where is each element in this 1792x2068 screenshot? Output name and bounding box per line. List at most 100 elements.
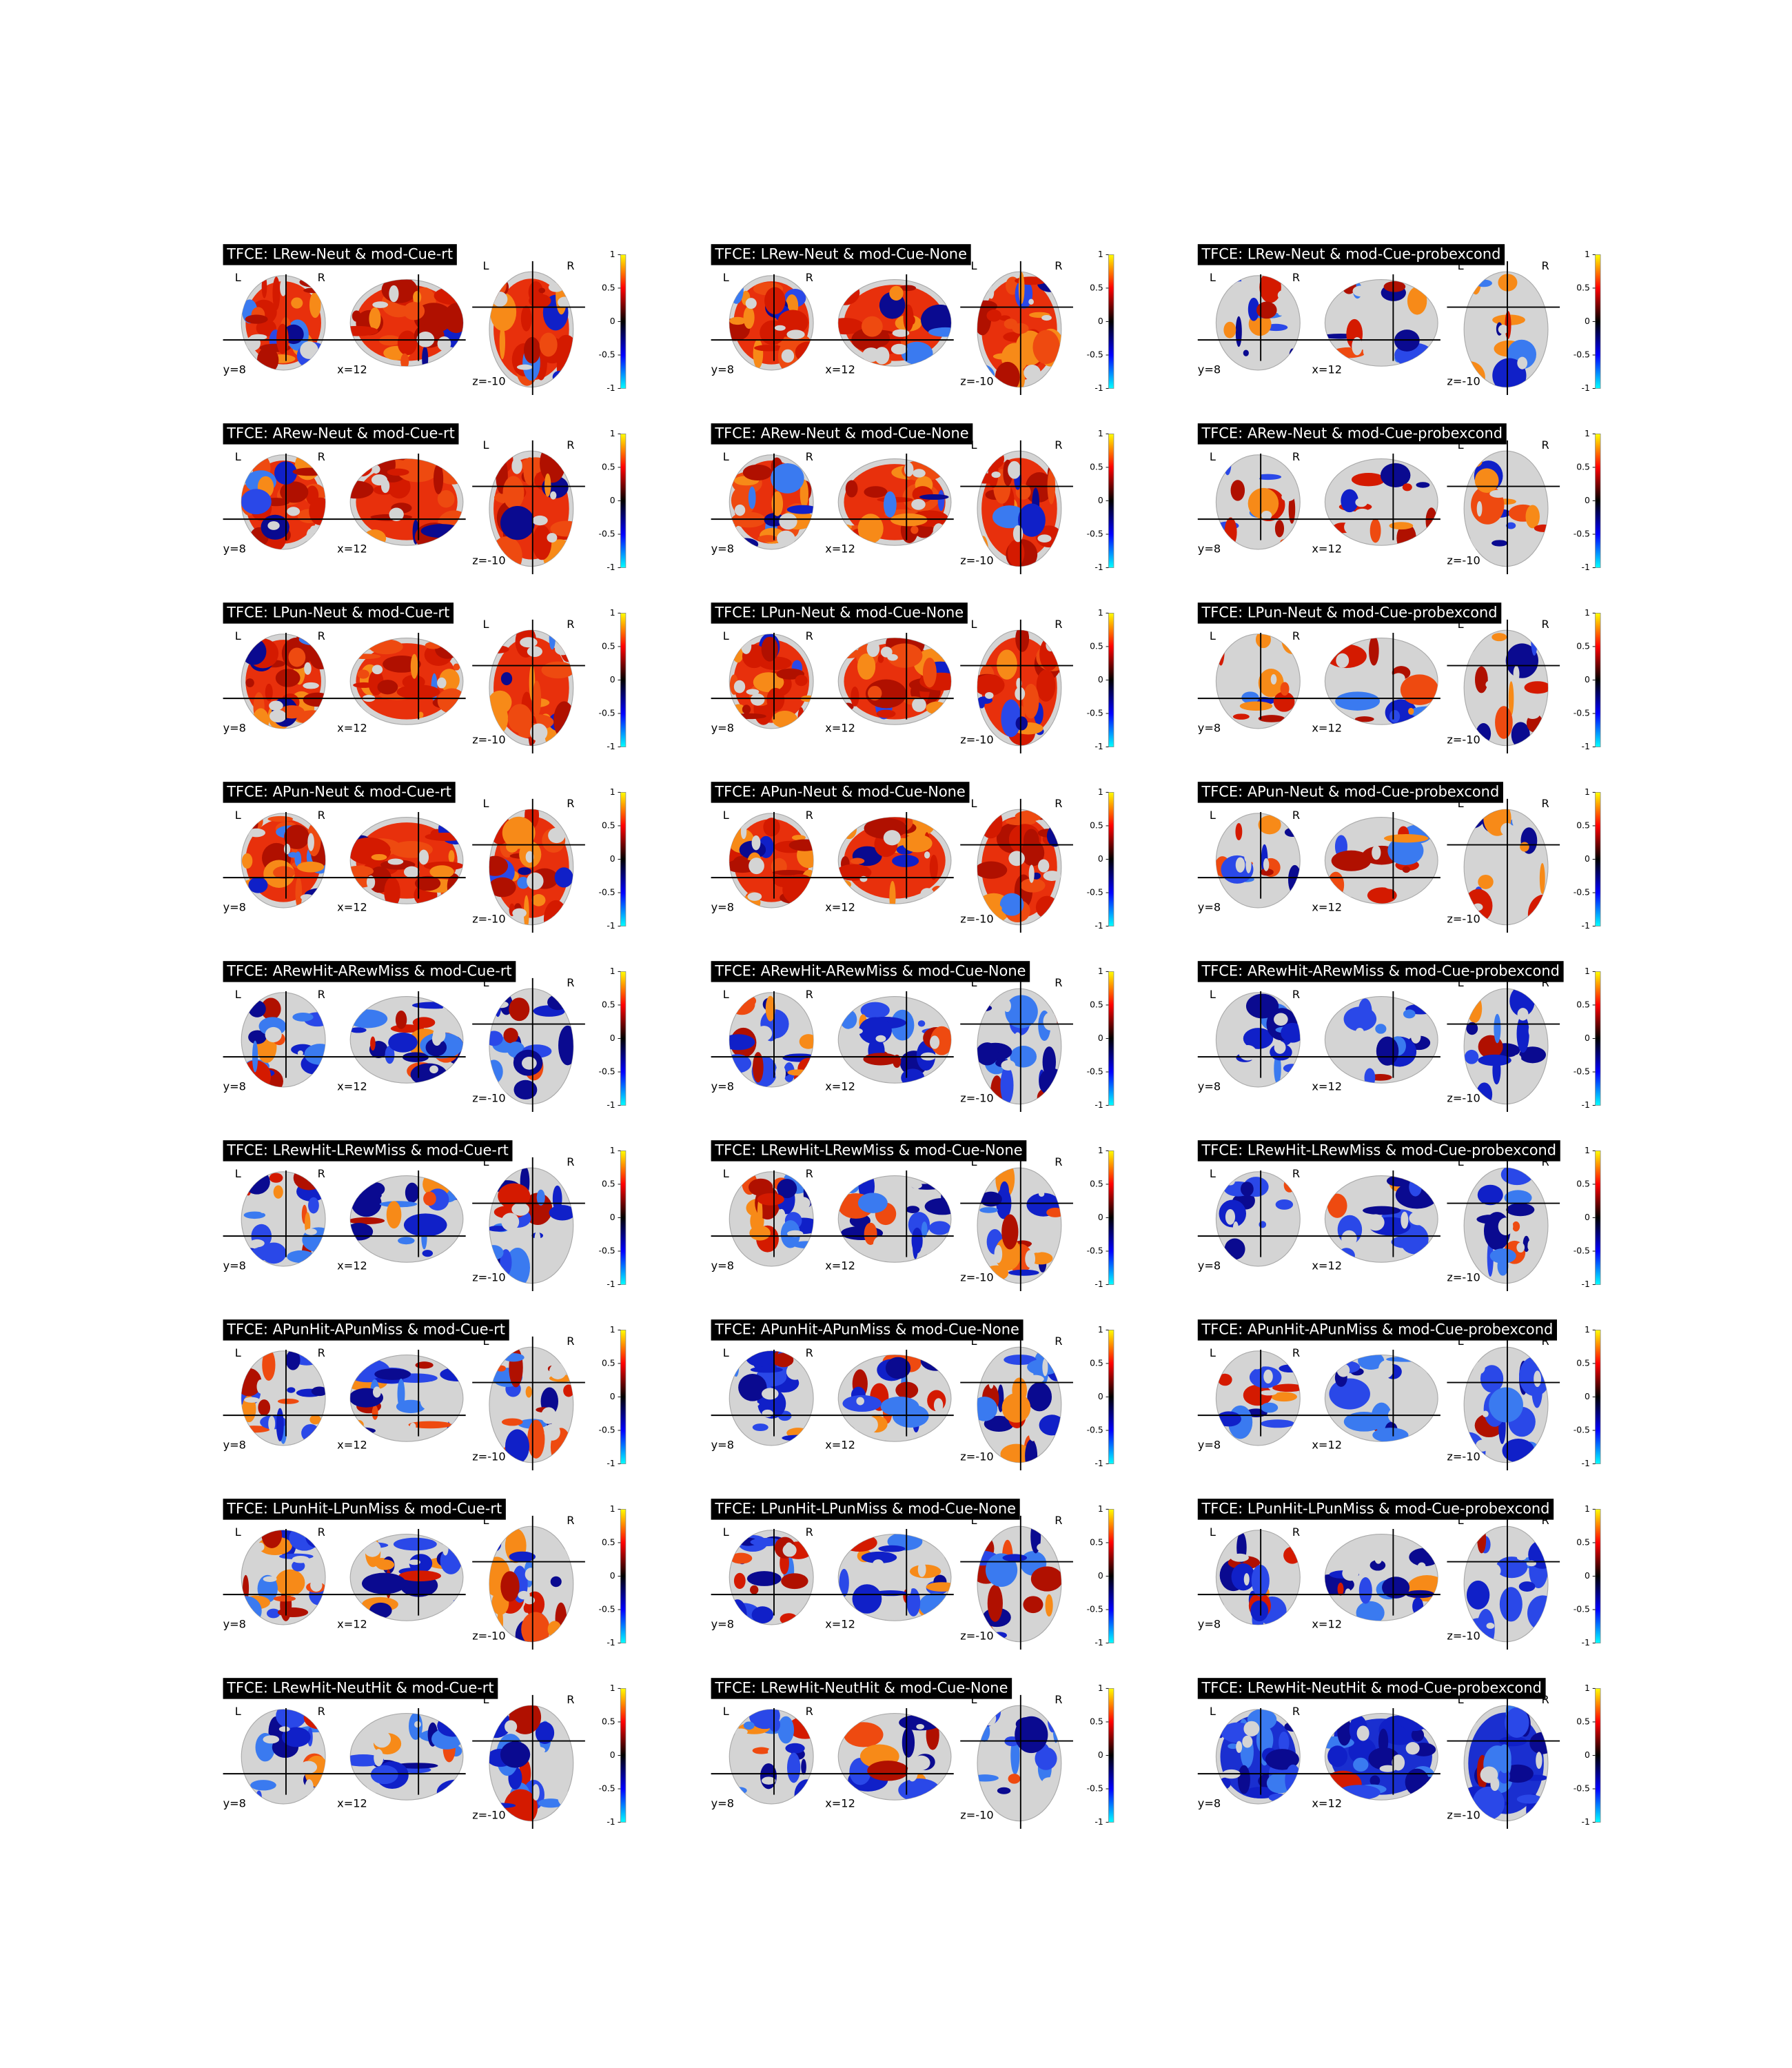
left-label: L <box>1458 1693 1464 1706</box>
blob <box>1370 518 1381 543</box>
blob-gray <box>1225 1177 1235 1186</box>
blob <box>503 1028 518 1044</box>
title-box <box>223 423 459 445</box>
blob <box>276 1709 307 1729</box>
blob <box>429 865 454 879</box>
blob <box>1478 1054 1511 1066</box>
blob-gray <box>892 329 910 337</box>
blob <box>852 1584 882 1614</box>
colorbar-tick-label: 0.5 <box>1576 1537 1590 1547</box>
blob <box>434 638 460 659</box>
blob <box>1000 1443 1032 1463</box>
panel-title: TFCE: LPun-Neut & mod-Cue-None <box>714 604 964 620</box>
blob-gray <box>250 1239 265 1248</box>
blob <box>1235 822 1243 840</box>
blob <box>753 339 764 369</box>
blob <box>410 1063 447 1084</box>
cut-label: z=-10 <box>472 1271 505 1284</box>
right-label: R <box>806 988 813 1001</box>
colorbar-tick-label: -1 <box>1094 921 1103 931</box>
cut-label: x=12 <box>1312 1079 1342 1093</box>
blob-gray <box>442 1596 455 1614</box>
blob <box>265 683 273 702</box>
right-label: R <box>1541 1335 1549 1348</box>
blob <box>930 886 945 901</box>
blob <box>1259 1221 1267 1228</box>
blob-gray <box>1355 498 1368 507</box>
blob <box>277 1607 309 1617</box>
blob <box>743 306 755 329</box>
blob <box>350 1427 376 1435</box>
blob <box>1274 1053 1281 1084</box>
blob-gray <box>525 851 534 863</box>
blob <box>351 1189 382 1217</box>
blob <box>748 486 756 509</box>
blob-gray <box>1028 864 1035 883</box>
cut-label: z=-10 <box>1447 1809 1480 1822</box>
blob <box>902 1727 915 1758</box>
activation <box>729 818 814 908</box>
blob <box>977 1396 998 1421</box>
right-label: R <box>318 1525 325 1539</box>
blob-gray <box>1238 673 1248 680</box>
blob <box>977 674 1005 696</box>
blob-gray <box>544 1423 560 1441</box>
blob <box>1524 681 1548 694</box>
blob-gray <box>1342 1565 1359 1581</box>
activation <box>1219 1532 1301 1625</box>
blob <box>1039 1415 1061 1436</box>
blob <box>992 505 1027 529</box>
blob <box>926 1582 951 1592</box>
blob-gray <box>853 1416 861 1431</box>
blob <box>1258 815 1281 835</box>
right-label: R <box>567 1693 574 1706</box>
blob <box>384 877 400 904</box>
panel: TFCE: ARew-Neut & mod-Cue-rt L R L Ry=8 x=12 z… <box>223 423 627 575</box>
blob <box>1045 1594 1053 1617</box>
colorbar-tick-label: -0.5 <box>1087 1784 1103 1794</box>
blob <box>370 1036 376 1051</box>
blob <box>861 316 883 337</box>
cut-label: x=12 <box>825 363 855 376</box>
blob <box>304 1044 326 1065</box>
blob <box>258 1399 271 1416</box>
blob <box>361 1572 407 1594</box>
blob-gray <box>890 343 908 355</box>
blob-gray <box>553 1548 571 1565</box>
blob-gray <box>258 1195 268 1213</box>
panel: TFCE: ARewHit-ARewMiss & mod-Cue-rtL RL Ry… <box>223 961 627 1113</box>
blob <box>890 513 928 527</box>
colorbar-tick-label: -0.5 <box>599 529 615 539</box>
cut-label: x=12 <box>337 900 367 913</box>
blob-gray <box>1481 531 1498 541</box>
right-label: R <box>806 1346 813 1359</box>
blob-gray <box>1038 859 1050 873</box>
colorbar-tick-label: -0.5 <box>1087 888 1103 898</box>
right-label: R <box>1292 988 1300 1001</box>
blob <box>1052 1706 1059 1743</box>
panel-title: TFCE: ARewHit-ARewMiss & mod-Cue-probexc… <box>1201 962 1559 979</box>
title-box <box>223 1140 513 1162</box>
blob <box>376 1559 395 1570</box>
blob <box>525 1386 532 1398</box>
blob <box>926 701 948 715</box>
blob <box>912 1231 919 1259</box>
blob-gray <box>994 1245 1003 1264</box>
blob <box>292 1013 314 1022</box>
left-label: L <box>235 1167 241 1180</box>
blob <box>901 341 933 365</box>
cut-label: z=-10 <box>1447 375 1480 388</box>
activation <box>838 460 951 546</box>
blob-gray <box>1388 304 1406 319</box>
left-label: L <box>723 450 729 463</box>
activation <box>838 817 946 904</box>
panel-title: TFCE: ARew-Neut & mod-Cue-probexcond <box>1201 425 1503 441</box>
blob <box>1389 709 1401 723</box>
cut-label: z=-10 <box>472 375 505 388</box>
colorbar-tick-label: 0 <box>1585 1033 1590 1043</box>
blob <box>754 345 784 352</box>
left-label: L <box>482 976 489 989</box>
title-box <box>711 602 968 624</box>
blob <box>1519 1046 1547 1064</box>
